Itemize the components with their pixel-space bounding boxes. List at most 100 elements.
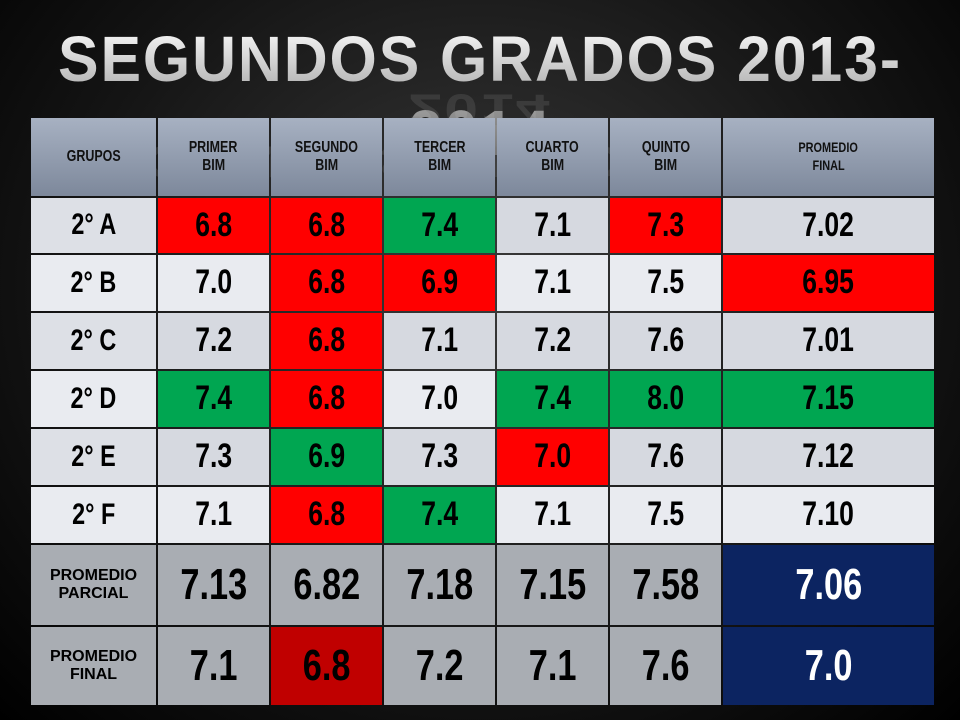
grade-cell: 6.8	[271, 371, 382, 427]
cell-text: 6.8	[308, 379, 345, 418]
grade-cell: 7.6	[610, 313, 721, 369]
grade-cell: 7.0	[497, 429, 608, 485]
grade-cell: 7.4	[497, 371, 608, 427]
grade-cell: 7.1	[384, 313, 495, 369]
cell-text: 2° E	[71, 439, 116, 473]
cell-text: GRUPOS	[66, 147, 121, 165]
grade-cell: 7.0	[723, 627, 934, 705]
grade-cell: 6.8	[158, 198, 269, 253]
row-label: PROMEDIO PARCIAL	[31, 545, 156, 625]
row-label: 2° E	[31, 429, 156, 485]
header-cell: CUARTO BIM	[497, 118, 608, 196]
cell-text: 7.1	[421, 321, 458, 360]
header-cell: PROMEDIO FINAL	[723, 118, 934, 196]
cell-text: FINAL	[812, 157, 845, 173]
header-cell: GRUPOS	[31, 118, 156, 196]
cell-text: 7.1	[534, 263, 571, 302]
grade-cell: 7.2	[158, 313, 269, 369]
grade-cell: 7.3	[158, 429, 269, 485]
grade-cell: 6.8	[271, 255, 382, 311]
header-cell: SEGUNDO BIM	[271, 118, 382, 196]
cell-text: 7.2	[534, 321, 571, 360]
grade-cell: 7.15	[723, 371, 934, 427]
cell-text: PROMEDIO	[798, 138, 859, 155]
cell-text: TERCER	[413, 138, 466, 156]
cell-text: 7.6	[647, 321, 684, 360]
header-cell: PRIMER BIM	[158, 118, 269, 196]
grade-cell: 7.18	[384, 545, 495, 625]
cell-text: 7.1	[528, 640, 577, 690]
cell-text: 2° A	[71, 208, 116, 242]
grade-cell: 7.2	[497, 313, 608, 369]
grade-cell: 7.1	[497, 198, 608, 253]
cell-text: BIM	[541, 157, 564, 174]
cell-text: 7.0	[804, 640, 853, 690]
row-label: 2° D	[31, 371, 156, 427]
cell-text: 7.3	[195, 437, 232, 476]
grade-cell: 7.58	[610, 545, 721, 625]
grade-cell: 7.5	[610, 255, 721, 311]
cell-text: 7.13	[180, 559, 247, 609]
cell-text: PROMEDIO	[49, 566, 138, 584]
cell-text: 7.5	[647, 263, 684, 302]
grade-cell: 7.1	[497, 255, 608, 311]
grade-cell: 7.2	[384, 627, 495, 705]
cell-text: 6.8	[308, 263, 345, 302]
cell-text: QUINTO	[641, 138, 690, 156]
grade-cell: 6.9	[271, 429, 382, 485]
cell-text: 2° D	[70, 381, 117, 415]
cell-text: 6.9	[308, 437, 345, 476]
grade-cell: 7.12	[723, 429, 934, 485]
cell-text: 7.1	[534, 205, 571, 244]
cell-text: 7.4	[195, 379, 232, 418]
grade-cell: 7.5	[610, 487, 721, 543]
cell-text: CUARTO	[525, 138, 580, 156]
grade-cell: 6.8	[271, 627, 382, 705]
cell-text: 7.4	[421, 205, 458, 244]
grade-cell: 6.8	[271, 313, 382, 369]
grade-cell: 6.8	[271, 487, 382, 543]
cell-text: 6.82	[293, 559, 360, 609]
cell-text: 7.06	[795, 559, 862, 609]
cell-text: 7.1	[189, 640, 238, 690]
cell-text: BIM	[315, 157, 338, 174]
cell-text: PROMEDIO	[49, 647, 138, 665]
cell-text: 7.0	[534, 437, 571, 476]
cell-text: 6.9	[421, 263, 458, 302]
row-label: 2° B	[31, 255, 156, 311]
cell-text: 7.0	[421, 379, 458, 418]
cell-text: 6.8	[308, 321, 345, 360]
cell-text: 7.58	[632, 559, 699, 609]
grade-cell: 7.4	[384, 487, 495, 543]
cell-text: PRIMER	[189, 138, 238, 156]
cell-text: 2° C	[70, 323, 117, 357]
cell-text: 7.6	[641, 640, 690, 690]
cell-text: BIM	[202, 157, 225, 174]
cell-text: 7.15	[802, 379, 855, 418]
cell-text: 7.1	[195, 495, 232, 534]
grade-cell: 7.15	[497, 545, 608, 625]
cell-text: BIM	[654, 157, 677, 174]
cell-text: 7.3	[421, 437, 458, 476]
grade-cell: 7.6	[610, 429, 721, 485]
cell-text: BIM	[428, 157, 451, 174]
row-label: 2° C	[31, 313, 156, 369]
cell-text: 7.02	[802, 205, 855, 244]
cell-text: PARCIAL	[58, 585, 129, 602]
cell-text: 7.18	[406, 559, 473, 609]
grade-cell: 7.1	[497, 487, 608, 543]
cell-text: 7.5	[647, 495, 684, 534]
grade-cell: 7.13	[158, 545, 269, 625]
grade-cell: 7.4	[384, 198, 495, 253]
grade-cell: 6.9	[384, 255, 495, 311]
cell-text: 7.3	[647, 205, 684, 244]
grade-cell: 7.1	[497, 627, 608, 705]
cell-text: 7.12	[802, 437, 855, 476]
grade-cell: 6.95	[723, 255, 934, 311]
grade-cell: 7.10	[723, 487, 934, 543]
cell-text: 7.0	[195, 263, 232, 302]
grade-cell: 7.0	[384, 371, 495, 427]
grade-cell: 7.1	[158, 487, 269, 543]
cell-text: 7.1	[534, 495, 571, 534]
